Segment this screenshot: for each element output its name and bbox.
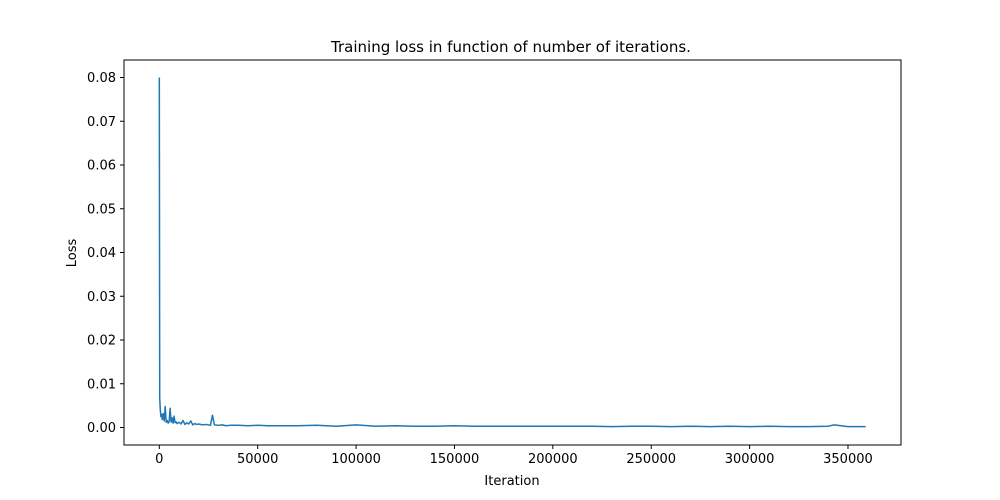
y-axis-title: Loss <box>65 239 80 268</box>
x-tick-label: 300000 <box>725 452 775 467</box>
loss-series-line <box>158 77 866 428</box>
y-tick-label: 0.01 <box>87 377 116 392</box>
y-tick-label: 0.02 <box>87 334 116 349</box>
plot-background <box>124 60 901 445</box>
x-tick-label: 0 <box>155 452 163 467</box>
x-tick-label: 100000 <box>331 452 381 467</box>
y-tick-label: 0.08 <box>87 71 116 86</box>
series-layer <box>158 77 866 428</box>
y-tick-label: 0.06 <box>87 159 116 174</box>
x-tick-label: 350000 <box>823 452 873 467</box>
chart-title: Training loss in function of number of i… <box>330 38 691 56</box>
y-axis: 0.00 0.01 0.02 0.03 0.04 0.05 0.06 0.07 0.08 <box>87 71 124 436</box>
x-tick-label: 150000 <box>430 452 480 467</box>
y-tick-label: 0.05 <box>87 202 116 217</box>
y-tick-label: 0.03 <box>87 290 116 305</box>
x-tick-label: 50000 <box>237 452 278 467</box>
y-tick-label: 0.07 <box>87 115 116 130</box>
x-tick-label: 200000 <box>528 452 578 467</box>
y-tick-label: 0.04 <box>87 246 116 261</box>
x-tick-label: 250000 <box>626 452 676 467</box>
x-axis-title: Iteration <box>484 474 539 489</box>
y-tick-label: 0.00 <box>87 421 116 436</box>
plot-area <box>123 59 902 446</box>
x-axis: 0 50000 100000 150000 200000 250000 300000 3500… <box>155 445 873 467</box>
